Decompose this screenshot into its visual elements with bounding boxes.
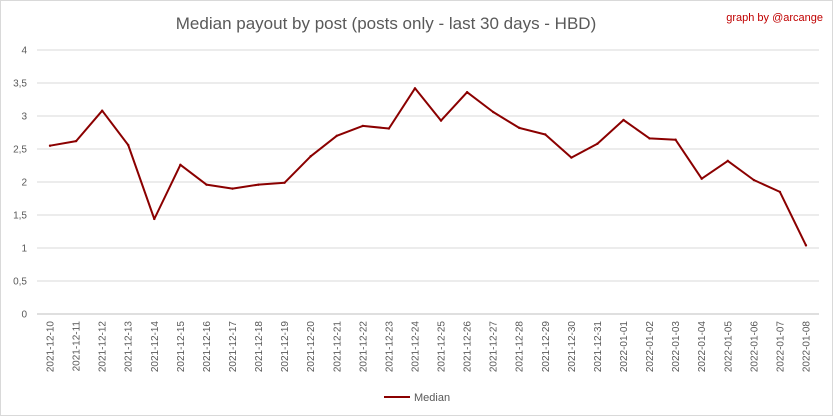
data-point — [465, 91, 469, 94]
data-point — [491, 110, 495, 114]
chart-credit: graph by @arcange — [726, 12, 823, 24]
x-tick-label: 2021-12-29 — [541, 321, 552, 373]
y-tick-label: 0,5 — [13, 277, 27, 288]
x-tick-label: 2021-12-31 — [593, 321, 604, 373]
x-tick-label: 2022-01-08 — [801, 321, 812, 373]
x-tick-label: 2021-12-27 — [489, 321, 500, 373]
y-tick-label: 2 — [21, 178, 27, 189]
x-tick-label: 2021-12-20 — [306, 321, 317, 373]
data-point — [283, 181, 286, 184]
y-tick-label: 1 — [21, 244, 27, 255]
x-tick-label: 2022-01-03 — [671, 321, 682, 373]
data-point — [596, 142, 599, 145]
data-point — [48, 144, 52, 147]
x-tick-label: 2021-12-22 — [358, 321, 369, 373]
data-point — [726, 159, 729, 163]
x-tick-label: 2022-01-05 — [723, 321, 734, 373]
x-axis-ticks: 2021-12-10 2021-12-11 2021-12-12 2021-12-13… — [46, 321, 813, 373]
y-tick-label: 2,5 — [13, 145, 27, 156]
x-tick-label: 2021-12-28 — [515, 321, 526, 373]
data-point — [700, 177, 703, 180]
x-tick-label: 2021-12-17 — [228, 321, 239, 373]
x-tick-label: 2021-12-25 — [437, 321, 448, 373]
data-point — [622, 118, 625, 122]
series-layer — [48, 87, 808, 247]
data-point — [153, 217, 156, 221]
data-point — [674, 138, 677, 141]
legend-label: Median — [414, 392, 450, 404]
x-tick-label: 2021-12-26 — [463, 321, 474, 373]
data-point — [100, 109, 104, 112]
x-tick-label: 2021-12-23 — [384, 321, 395, 373]
data-point — [387, 127, 391, 130]
y-axis-ticks: 0 0,5 1 1,5 2 2,5 3 3,5 4 — [13, 46, 27, 321]
x-tick-label: 2022-01-01 — [619, 321, 630, 373]
grid-lines — [37, 49, 819, 315]
data-point — [518, 126, 521, 130]
legend: Median — [384, 392, 450, 404]
data-point — [544, 133, 547, 136]
x-tick-label: 2021-12-12 — [98, 321, 109, 373]
x-tick-label: 2021-12-11 — [72, 321, 83, 372]
data-point — [74, 139, 78, 143]
x-tick-label: 2021-12-24 — [410, 321, 421, 373]
data-point — [309, 155, 312, 158]
data-point — [205, 183, 208, 186]
data-point — [231, 187, 234, 190]
data-point — [179, 163, 182, 167]
x-tick-label: 2022-01-07 — [775, 321, 786, 373]
x-tick-label: 2021-12-13 — [124, 321, 135, 373]
x-tick-label: 2021-12-18 — [254, 321, 265, 373]
data-point — [439, 119, 443, 122]
data-point — [804, 244, 808, 247]
data-point — [335, 134, 338, 137]
data-point — [752, 178, 756, 182]
chart-title: Median payout by post (posts only - last… — [176, 14, 596, 33]
x-tick-label: 2021-12-30 — [567, 321, 578, 373]
data-point — [361, 124, 365, 128]
y-tick-label: 1,5 — [13, 211, 27, 222]
x-tick-label: 2021-12-10 — [46, 321, 57, 373]
y-tick-label: 3 — [21, 112, 27, 123]
data-point — [127, 143, 130, 147]
x-tick-label: 2021-12-19 — [280, 321, 291, 373]
data-point — [778, 190, 782, 194]
y-tick-label: 4 — [21, 46, 27, 57]
x-tick-label: 2021-12-21 — [332, 321, 343, 373]
x-tick-label: 2022-01-04 — [697, 321, 708, 373]
data-point — [413, 87, 417, 90]
x-tick-label: 2022-01-06 — [749, 321, 760, 373]
x-tick-label: 2021-12-16 — [202, 321, 213, 373]
data-point — [570, 156, 573, 159]
x-tick-label: 2021-12-15 — [176, 321, 187, 373]
y-tick-label: 0 — [21, 310, 27, 321]
x-tick-label: 2022-01-02 — [645, 321, 656, 373]
series-line-median — [49, 87, 807, 247]
y-tick-label: 3,5 — [13, 79, 27, 90]
x-tick-label: 2021-12-14 — [150, 321, 161, 373]
data-point — [648, 137, 651, 140]
data-point — [257, 183, 260, 186]
